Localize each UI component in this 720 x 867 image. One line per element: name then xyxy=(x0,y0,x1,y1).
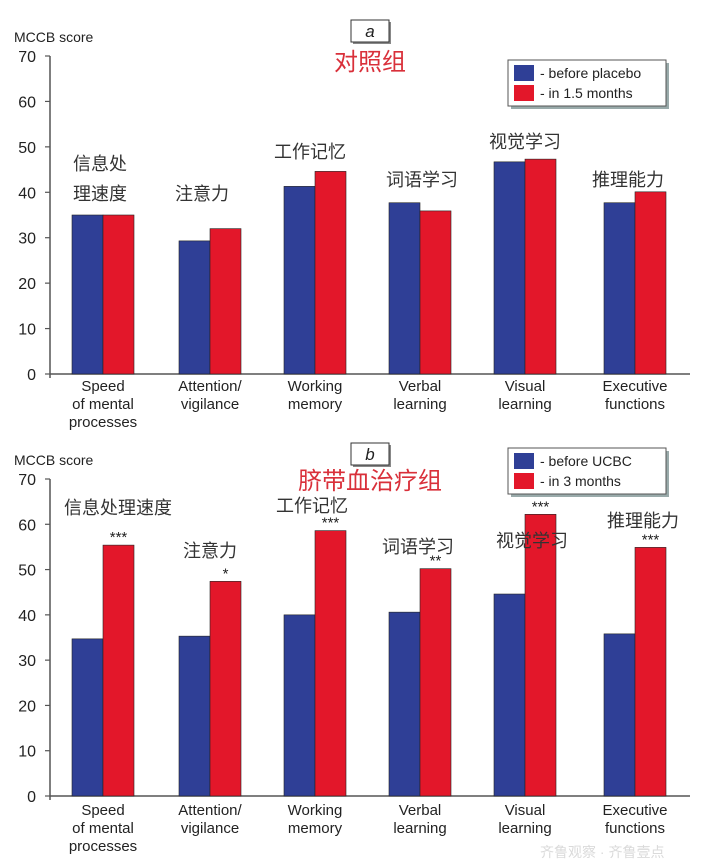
legend-entry: - before UCBC xyxy=(540,453,632,469)
x-tick-label: Working memory xyxy=(288,378,343,413)
y-tick-label: 40 xyxy=(18,185,36,202)
y-tick-label: 60 xyxy=(18,94,36,111)
y-axis-label: MCCB score xyxy=(14,29,94,45)
x-tick-label: Executive functions xyxy=(602,802,667,837)
y-tick-label: 20 xyxy=(18,276,36,293)
panel-label-box xyxy=(350,19,390,43)
category-annotation: 信息处理速度 xyxy=(73,154,127,204)
x-tick-label: Visual learning xyxy=(498,802,551,837)
significance-marker: *** xyxy=(532,498,550,515)
bar-before xyxy=(493,593,526,797)
x-tick-label: Attention/vigilance xyxy=(178,378,242,413)
y-axis-label: MCCB score xyxy=(14,452,94,468)
category-annotation: 推理能力 xyxy=(592,170,664,190)
y-tick-label: 0 xyxy=(27,789,36,806)
x-tick-label: Speed of mental processes xyxy=(69,378,137,431)
y-tick-label: 0 xyxy=(27,367,36,384)
bar-before xyxy=(283,614,316,797)
category-annotation: 视觉学习 xyxy=(496,531,568,551)
bar-before xyxy=(71,214,104,375)
bar-before xyxy=(388,202,421,375)
category-annotation: 工作记忆 xyxy=(276,496,348,516)
legend-entry: - in 1.5 months xyxy=(540,85,633,101)
bar-after xyxy=(524,514,557,797)
bar-before xyxy=(388,611,421,797)
bar-after xyxy=(634,191,667,375)
chart-title: 脐带血治疗组 xyxy=(298,468,442,495)
significance-marker: *** xyxy=(110,529,128,546)
bar-after xyxy=(419,210,452,375)
x-tick-label: Working memory xyxy=(288,802,343,837)
x-tick-label: Verbal learning xyxy=(393,802,446,837)
legend xyxy=(507,59,667,107)
category-annotation: 信息处理速度 xyxy=(64,498,172,518)
category-annotation: 注意力 xyxy=(175,184,229,204)
legend-entry: - in 3 months xyxy=(540,473,621,489)
bar-after xyxy=(419,568,452,797)
bar-after xyxy=(634,547,667,797)
legend xyxy=(507,447,667,495)
legend-swatch xyxy=(514,473,534,489)
bar-after xyxy=(314,171,347,375)
y-tick-label: 30 xyxy=(18,231,36,248)
significance-marker: *** xyxy=(322,515,340,532)
y-tick-label: 50 xyxy=(18,563,36,580)
legend-swatch xyxy=(514,65,534,81)
category-annotation: 词语学习 xyxy=(386,170,458,190)
y-tick-label: 70 xyxy=(18,472,36,489)
y-tick-label: 50 xyxy=(18,140,36,157)
bar-before xyxy=(178,635,211,797)
panel-label: b xyxy=(365,445,374,464)
legend-entry: - before placebo xyxy=(540,65,641,81)
x-tick-label: Attention/vigilance xyxy=(178,802,242,837)
legend-swatch xyxy=(514,453,534,469)
panel-label-box xyxy=(350,442,390,466)
bar-before xyxy=(603,633,636,797)
watermark: 齐鲁观察 · 齐鲁壹点 xyxy=(540,844,665,860)
y-tick-label: 10 xyxy=(18,744,36,761)
y-tick-label: 20 xyxy=(18,698,36,715)
significance-marker: ** xyxy=(430,553,442,570)
y-tick-label: 10 xyxy=(18,322,36,339)
category-annotation: 词语学习 xyxy=(382,537,454,557)
bar-after xyxy=(314,530,347,797)
x-tick-label: Visual learning xyxy=(498,378,551,413)
bar-after xyxy=(524,158,557,375)
y-tick-label: 60 xyxy=(18,517,36,534)
panel-label: a xyxy=(365,22,374,41)
bar-before xyxy=(71,638,104,797)
bar-before xyxy=(178,240,211,375)
significance-marker: *** xyxy=(642,531,660,548)
significance-marker: * xyxy=(223,565,229,582)
x-tick-label: Speed of mental processes xyxy=(69,802,137,855)
bar-before xyxy=(603,202,636,375)
chart-title: 对照组 xyxy=(334,49,406,76)
category-annotation: 推理能力 xyxy=(607,511,679,531)
bar-after xyxy=(209,581,242,797)
category-annotation: 工作记忆 xyxy=(274,142,346,162)
category-annotation: 注意力 xyxy=(183,541,237,561)
bar-after xyxy=(102,214,135,375)
bar-before xyxy=(493,161,526,375)
y-tick-label: 40 xyxy=(18,608,36,625)
x-tick-label: Verbal learning xyxy=(393,378,446,413)
category-annotation: 视觉学习 xyxy=(489,132,561,152)
y-tick-label: 70 xyxy=(18,49,36,66)
bar-after xyxy=(102,544,135,797)
bar-before xyxy=(283,186,316,375)
y-tick-label: 30 xyxy=(18,653,36,670)
bar-after xyxy=(209,228,242,375)
chart-panel-a: a 对照组 MCCB score 0 10 20 30 40 50 60 70 信息处理速度注意力 工作… xyxy=(14,19,690,431)
x-tick-label: Executive functions xyxy=(602,378,667,413)
legend-swatch xyxy=(514,85,534,101)
